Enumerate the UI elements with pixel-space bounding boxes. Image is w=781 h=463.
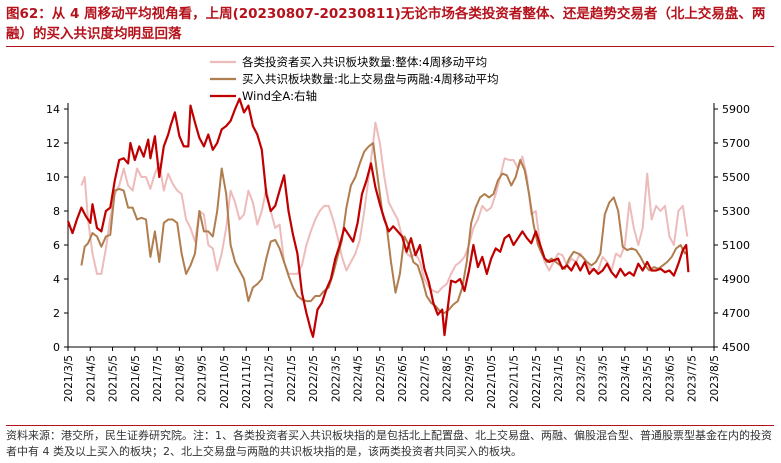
source-note: 资料来源：港交所，民生证券研究院。注：1、各类投资者买入共识板块指的是包括北上配… — [6, 429, 772, 458]
y-left-tick-label: 14 — [46, 103, 60, 116]
y-left-tick-label: 2 — [53, 307, 60, 320]
x-tick-label: 2023/6/5 — [664, 355, 676, 402]
y-right-tick-label: 4500 — [722, 341, 750, 354]
x-tick-label: 2023/7/5 — [687, 355, 699, 402]
x-tick-label: 2021/3/5 — [63, 355, 75, 402]
legend-label: 各类投资者买入共识板块数量:整体:4周移动平均 — [242, 55, 487, 69]
chart-title: 图62：从 4 周移动平均视角看，上周(20230807-20230811)无论… — [6, 6, 766, 42]
series-lines — [66, 97, 690, 338]
y-left-tick-label: 8 — [53, 205, 60, 218]
x-tick-label: 2021/11/5 — [241, 355, 253, 409]
y-right-tick-label: 5100 — [722, 239, 750, 252]
y-left-tick-label: 10 — [46, 171, 60, 184]
y-right-tick-label: 5500 — [722, 171, 750, 184]
x-tick-label: 2022/7/5 — [419, 355, 431, 402]
x-tick-label: 2023/1/5 — [553, 355, 565, 402]
source-divider — [6, 425, 774, 426]
x-tick-label: 2021/5/5 — [108, 355, 120, 402]
x-tick-label: 2021/9/5 — [197, 355, 209, 402]
y-right-tick-label: 5900 — [722, 103, 750, 116]
y-right-tick-label: 4900 — [722, 273, 750, 286]
x-tick-label: 2022/12/5 — [531, 355, 543, 409]
x-tick-label: 2021/4/5 — [85, 355, 97, 402]
x-tick-label: 2021/6/5 — [130, 355, 142, 402]
x-tick-label: 2023/4/5 — [620, 355, 632, 402]
x-tick-label: 2022/9/5 — [464, 355, 476, 402]
x-tick-label: 2022/4/5 — [353, 355, 365, 402]
series-line-2 — [80, 142, 688, 314]
x-tick-label: 2022/11/5 — [509, 355, 521, 409]
y-right-tick-label: 4700 — [722, 307, 750, 320]
chart-legend: 各类投资者买入共识板块数量:整体:4周移动平均买入共识板块数量:北上交易盘与两融… — [210, 55, 499, 103]
x-tick-label: 2022/10/5 — [486, 355, 498, 409]
x-tick-label: 2023/8/5 — [709, 355, 721, 402]
series-line-1 — [80, 121, 689, 294]
x-tick-label: 2023/5/5 — [642, 355, 654, 402]
x-tick-label: 2023/3/5 — [598, 355, 610, 402]
x-tick-label: 2022/3/5 — [330, 355, 342, 402]
chart-axes: 0 2 4 6 8 10 12 14 4500 4700 4900 5100 5300 5500 5700 5… — [46, 103, 750, 409]
y-left-tick-label: 4 — [53, 273, 60, 286]
y-left-tick-label: 12 — [46, 137, 60, 150]
legend-label: Wind全A:右轴 — [242, 89, 317, 103]
x-tick-label: 2021/8/5 — [174, 355, 186, 402]
x-tick-label: 2022/5/5 — [375, 355, 387, 402]
x-tick-label: 2021/7/5 — [152, 355, 164, 402]
x-tick-label: 2022/8/5 — [442, 355, 454, 402]
title-divider — [6, 46, 774, 47]
x-tick-label: 2023/2/5 — [575, 355, 587, 402]
y-right-tick-label: 5700 — [722, 137, 750, 150]
x-tick-label: 2021/12/5 — [263, 355, 275, 409]
x-tick-label: 2022/6/5 — [397, 355, 409, 402]
x-tick-label: 2022/2/5 — [308, 355, 320, 402]
x-tick-label: 2022/1/5 — [286, 355, 298, 402]
x-tick-label: 2021/10/5 — [219, 355, 231, 409]
y-right-tick-label: 5300 — [722, 205, 750, 218]
series-line-3 — [66, 97, 690, 338]
y-left-tick-label: 6 — [53, 239, 60, 252]
legend-label: 买入共识板块数量:北上交易盘与两融:4周移动平均 — [242, 72, 499, 86]
y-left-tick-label: 0 — [53, 341, 60, 354]
